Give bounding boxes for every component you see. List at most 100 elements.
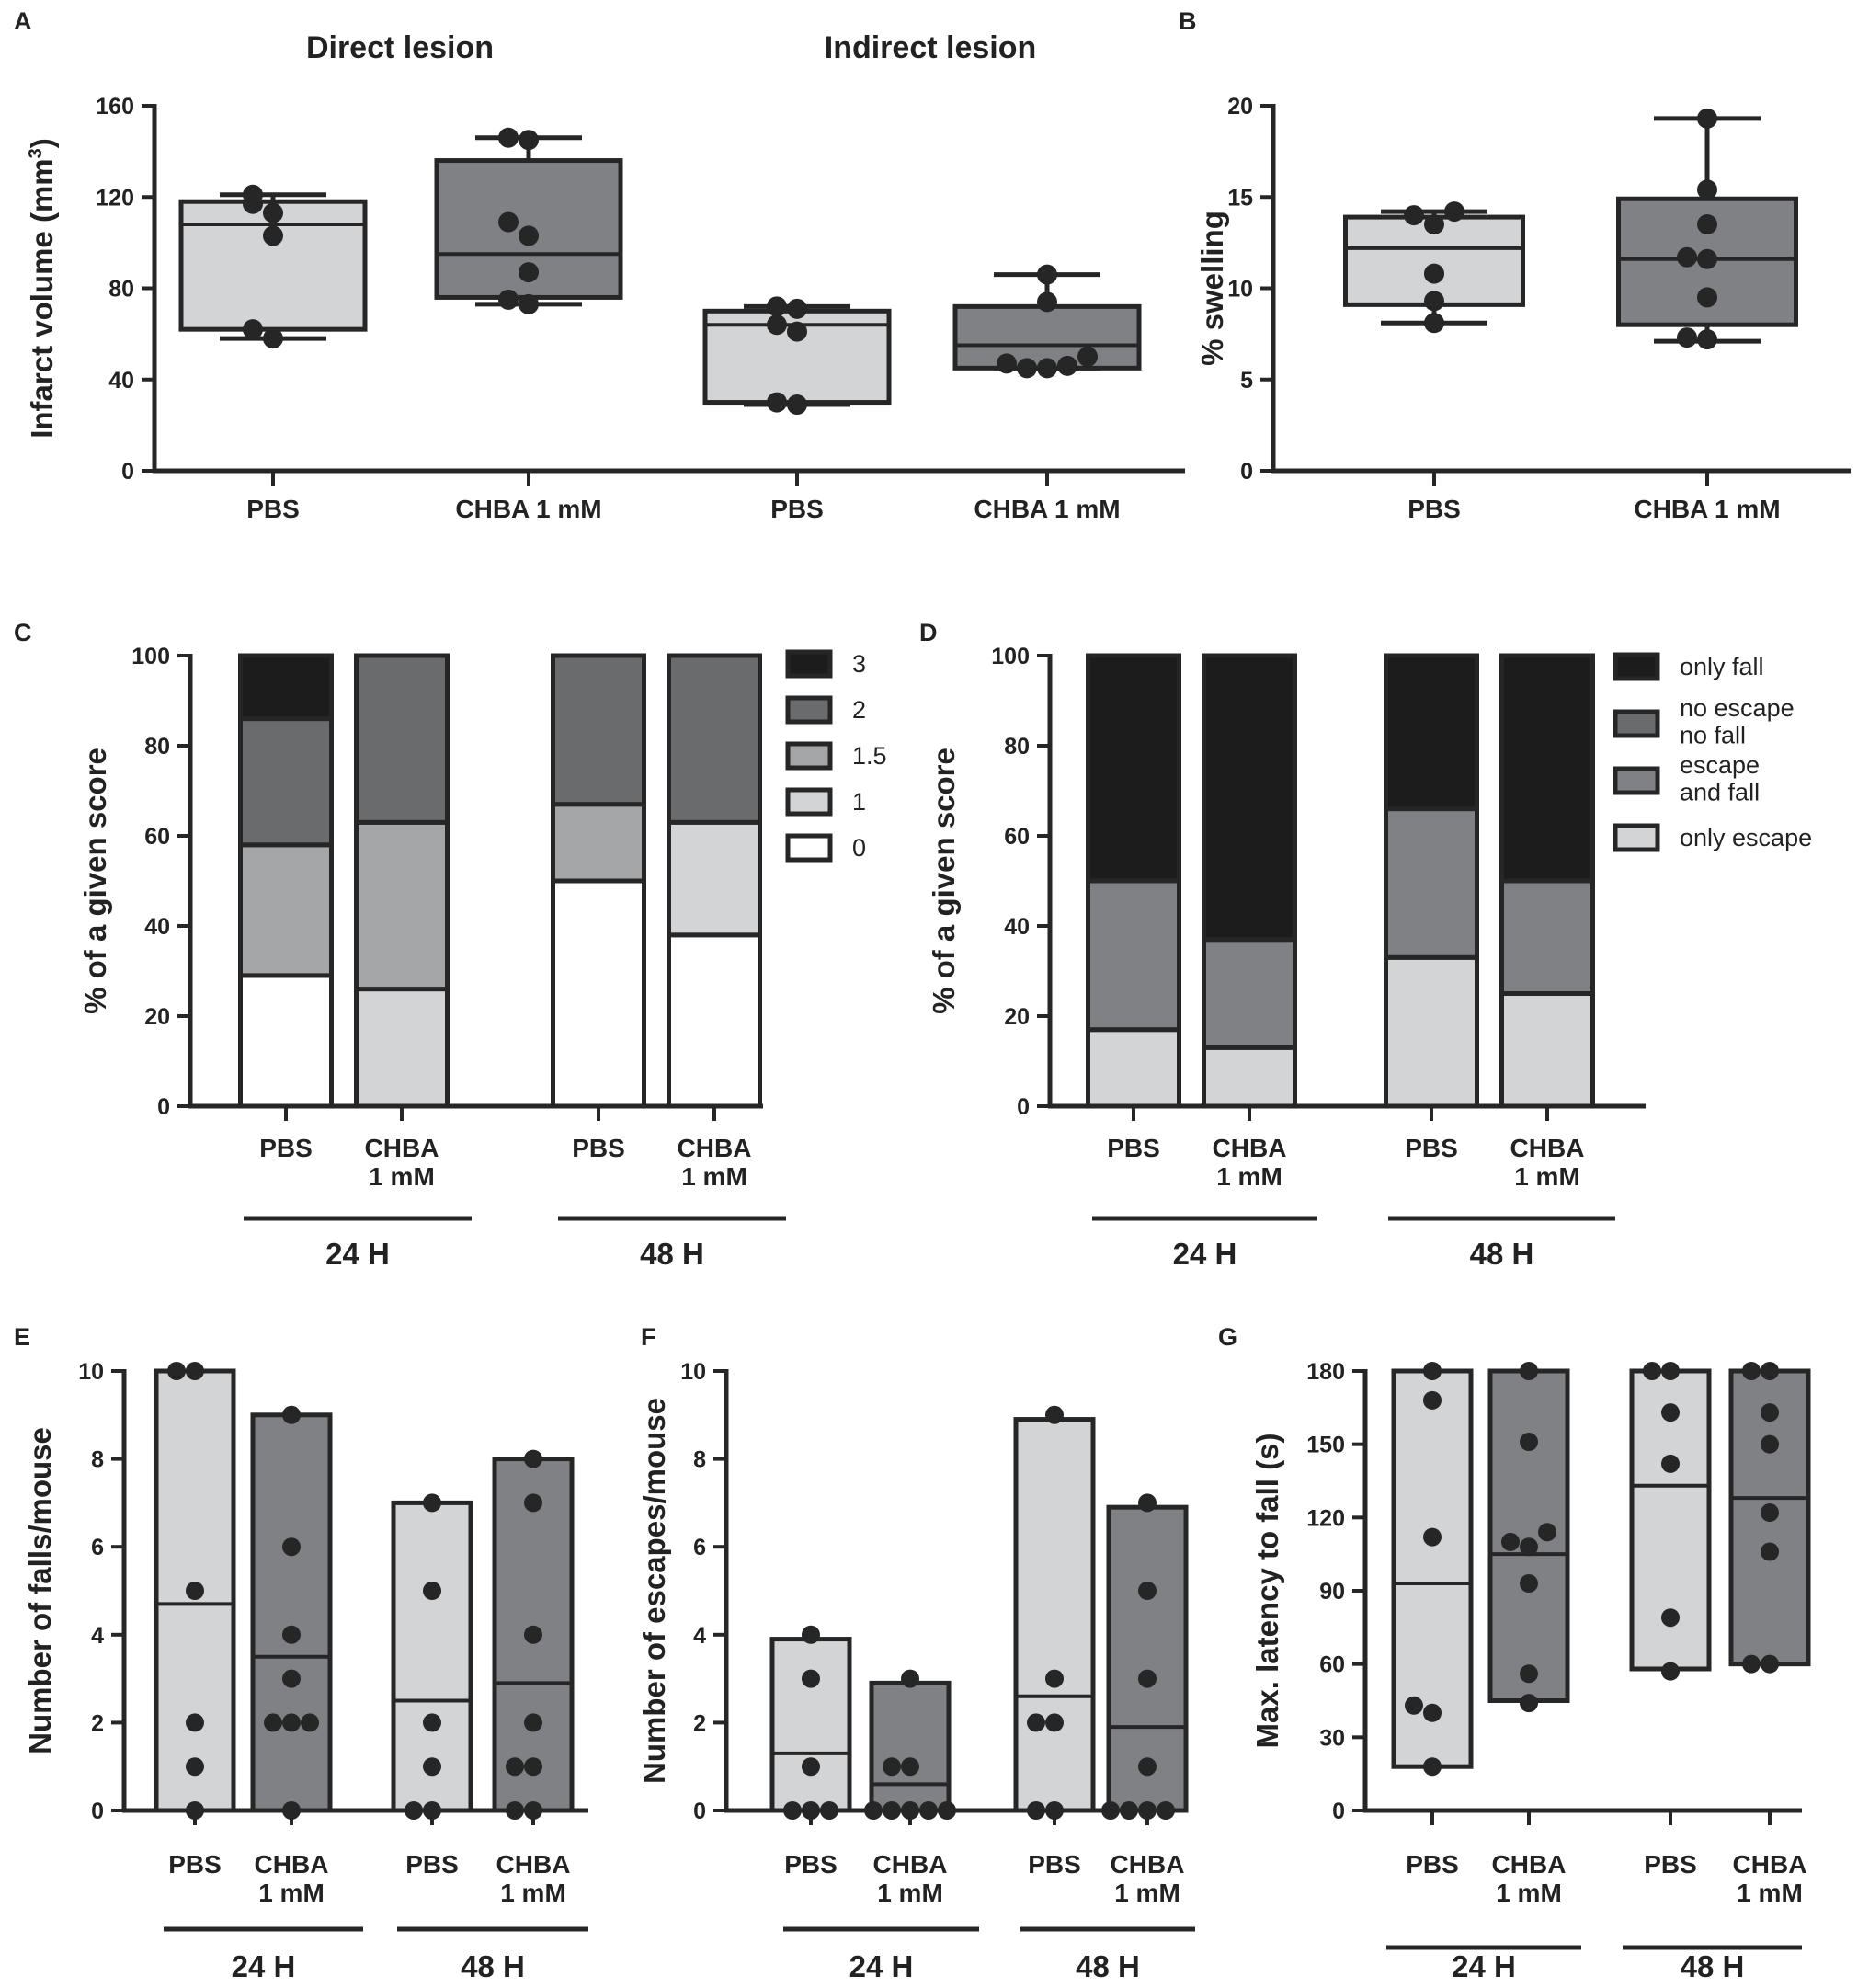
legend-label: 3 <box>852 650 866 678</box>
box <box>952 303 1142 371</box>
data-point <box>519 293 539 314</box>
category-label: PBS <box>168 1850 222 1879</box>
data-point <box>1424 313 1444 334</box>
data-point <box>802 1757 820 1777</box>
y-axis-label: Number of falls/mouse <box>23 1427 57 1754</box>
data-point <box>263 202 283 223</box>
category-label: CHBA 1 mM <box>1492 1850 1567 1907</box>
box-group <box>952 264 1142 379</box>
data-point <box>524 1493 542 1513</box>
category-label: PBS <box>246 495 300 523</box>
category-label: CHBA 1 mM <box>678 1134 752 1191</box>
bar-segment <box>1202 653 1297 943</box>
category-label-line: CHBA <box>678 1134 752 1162</box>
category-label-line: CHBA <box>365 1134 439 1162</box>
data-point <box>1027 1713 1045 1732</box>
stacked-bar <box>551 653 646 1109</box>
data-point <box>1037 291 1057 313</box>
data-point <box>1045 1801 1064 1820</box>
y-tick-label: 60 <box>144 824 170 850</box>
data-point <box>802 1801 820 1820</box>
bar-segment <box>667 819 762 938</box>
legend: 3 2 1.5 1 0 <box>785 649 887 863</box>
floating-bar <box>1728 1362 1811 1674</box>
group-label: 48 H <box>461 1949 525 1983</box>
data-point <box>1520 1664 1538 1684</box>
y-tick-label: 180 <box>1306 1359 1345 1385</box>
bar-segment <box>1086 1027 1181 1109</box>
y-tick-label: 80 <box>108 277 134 303</box>
y-axis-label: Number of escapes/mouse <box>637 1398 671 1784</box>
data-point <box>186 1801 204 1820</box>
data-point <box>405 1801 423 1820</box>
stacked-bar <box>1086 653 1181 1109</box>
stacked-bar <box>1202 653 1297 1109</box>
data-point <box>524 1449 542 1468</box>
box-group <box>1616 108 1798 350</box>
panel-letter-E: E <box>14 1323 30 1351</box>
data-point <box>1037 264 1057 285</box>
data-point <box>767 314 787 336</box>
data-point <box>186 1713 204 1732</box>
data-point <box>1423 1703 1442 1722</box>
data-point <box>243 184 263 205</box>
data-point <box>167 1362 186 1380</box>
y-tick-label: 60 <box>1004 824 1030 850</box>
group-label: 24 H <box>849 1949 914 1983</box>
category-label-line: 1 mM <box>877 1879 943 1907</box>
data-point <box>1138 1801 1157 1820</box>
group-label: 48 H <box>1681 1949 1745 1983</box>
bar-segment <box>551 802 646 884</box>
box-group <box>702 296 892 416</box>
data-point <box>1697 329 1717 350</box>
y-tick-label: 10 <box>78 1359 104 1385</box>
data-point <box>1138 1493 1157 1513</box>
data-point <box>524 1757 542 1777</box>
bar-segment <box>238 973 334 1109</box>
data-point <box>901 1801 919 1820</box>
bar-segment <box>1202 1045 1297 1109</box>
group-label: 24 H <box>1173 1237 1237 1271</box>
bar-segment <box>1384 806 1479 960</box>
data-point <box>1697 287 1717 308</box>
data-point <box>1661 1403 1680 1422</box>
legend-swatch <box>785 695 833 725</box>
data-point <box>1742 1362 1761 1380</box>
group-label: 24 H <box>325 1237 390 1271</box>
category-label-line: CHBA <box>496 1850 571 1879</box>
category-label: CHBA 1 mM <box>496 1850 571 1907</box>
data-point <box>783 1801 802 1820</box>
category-label: PBS <box>405 1850 459 1879</box>
legend-swatch <box>785 741 833 771</box>
data-point <box>519 225 539 246</box>
y-tick-label: 20 <box>1004 1004 1030 1030</box>
category-label: CHBA 1 mM <box>873 1850 948 1907</box>
legend-swatch <box>1613 709 1660 738</box>
legend-label-line: no fall <box>1680 722 1746 749</box>
data-point <box>1697 108 1717 129</box>
category-label-line: 1 mM <box>1496 1879 1562 1907</box>
data-point <box>186 1582 204 1600</box>
legend-label: only escape <box>1680 824 1812 851</box>
data-point <box>524 1801 542 1820</box>
data-point <box>1404 205 1424 226</box>
bar-segment <box>238 842 334 978</box>
category-label: CHBA 1 mM <box>455 495 601 523</box>
y-tick-label: 160 <box>96 94 134 120</box>
floating-bar <box>154 1362 236 1820</box>
data-point <box>767 296 787 317</box>
data-point <box>519 130 539 151</box>
legend-label: 1 <box>852 788 866 816</box>
category-label-line: CHBA <box>255 1850 329 1879</box>
data-point <box>1520 1433 1538 1452</box>
legend-swatch <box>1613 766 1660 795</box>
data-point <box>1538 1523 1556 1542</box>
floating-bar <box>864 1669 956 1820</box>
panel-A: 0 40 80 120 160 Infarct volume (mm3) A PBS CHBA … <box>14 7 1185 523</box>
data-point <box>1761 1403 1779 1422</box>
stacked-bar <box>1499 653 1595 1109</box>
y-tick-label: 0 <box>1332 1799 1345 1824</box>
data-point <box>423 1713 441 1732</box>
data-point <box>1697 179 1717 200</box>
